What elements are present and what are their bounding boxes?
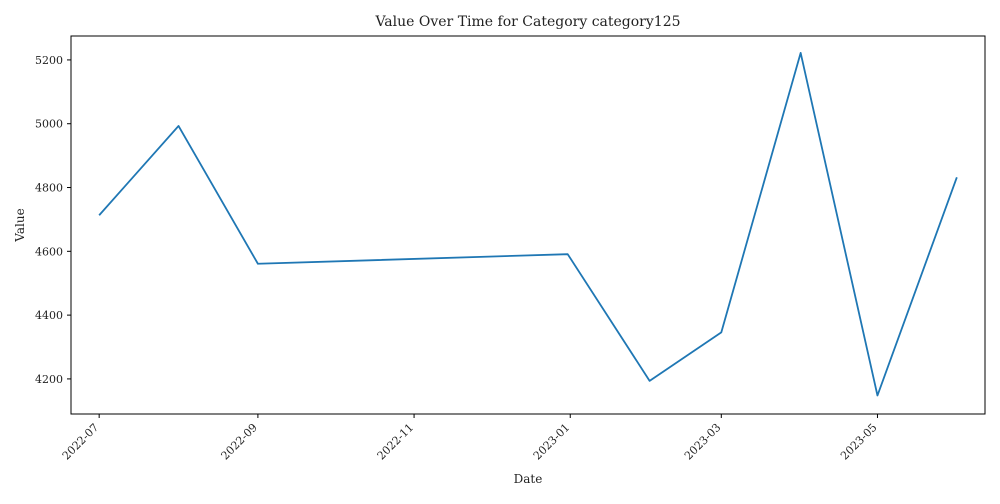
series-line <box>98 52 958 397</box>
x-tick-label: 2023-03 <box>682 421 724 463</box>
x-tick-label: 2022-11 <box>375 421 417 463</box>
x-axis-label: Date <box>514 472 543 486</box>
y-tick-label: 5200 <box>35 54 63 67</box>
series-lines <box>98 52 958 397</box>
y-tick-label: 4800 <box>35 182 63 195</box>
y-tick-label: 5000 <box>35 118 63 131</box>
x-tick-label: 2023-01 <box>531 421 573 463</box>
y-tick-label: 4400 <box>35 309 63 322</box>
y-tick-label: 4600 <box>35 245 63 258</box>
y-axis-label: Value <box>13 208 27 242</box>
x-tick-label: 2022-09 <box>218 421 260 463</box>
y-tick-label: 4200 <box>35 373 63 386</box>
chart-title: Value Over Time for Category category125 <box>374 14 680 30</box>
x-tick-label: 2023-05 <box>838 421 880 463</box>
plot-frame <box>70 35 986 415</box>
x-axis: 2022-07 2022-09 2022-11 2023-01 2023-03 2023-… <box>60 414 880 462</box>
x-tick-label: 2022-07 <box>60 421 102 463</box>
y-axis: 4200 4400 4600 4800 5000 5200 <box>35 54 71 386</box>
